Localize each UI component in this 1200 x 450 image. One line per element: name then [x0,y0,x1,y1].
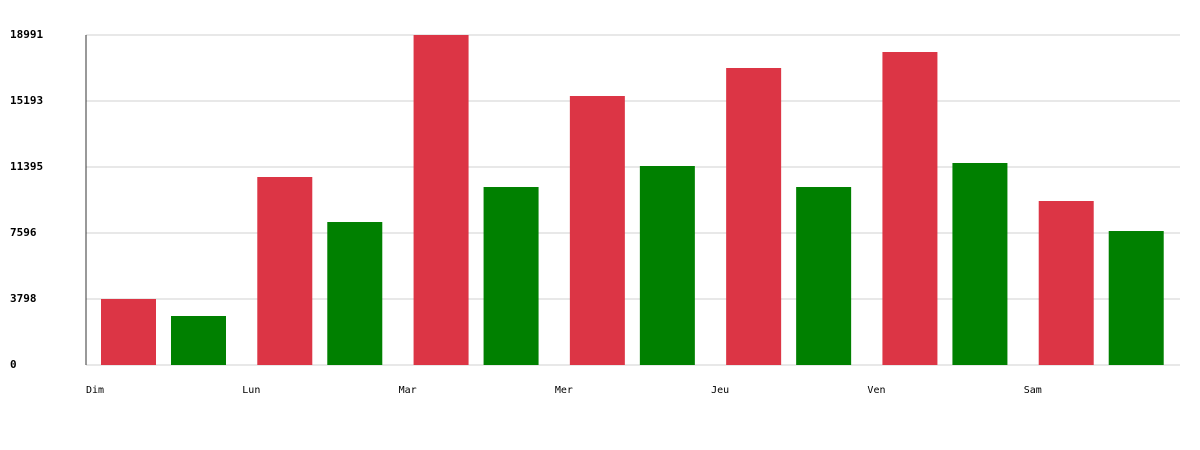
y-tick-label: 18991 [10,28,43,41]
y-tick-label: 15193 [10,94,43,107]
bar [569,96,625,365]
x-tick-label: Jeu [711,385,729,396]
bar [1108,231,1164,365]
x-tick-label: Ven [867,385,885,396]
bar [327,222,383,365]
bar [639,166,695,365]
x-tick-label: Sam [1024,385,1042,396]
bar [1038,200,1094,365]
bar [726,67,782,365]
bar [101,299,156,365]
bar [952,162,1008,365]
y-tick-label: 3798 [10,292,37,305]
y-tick-label: 11395 [10,160,43,173]
x-tick-label: Mar [399,385,417,396]
bar [882,52,938,365]
bar [413,35,469,365]
y-tick-label: 7596 [10,226,37,239]
bar [257,177,313,365]
x-tick-label: Mer [555,385,573,396]
bar [483,187,539,365]
y-tick-label: 0 [10,358,17,371]
bar [171,315,226,365]
x-tick-label: Dim [86,385,104,396]
bar [796,187,852,365]
x-tick-label: Lun [242,385,260,396]
